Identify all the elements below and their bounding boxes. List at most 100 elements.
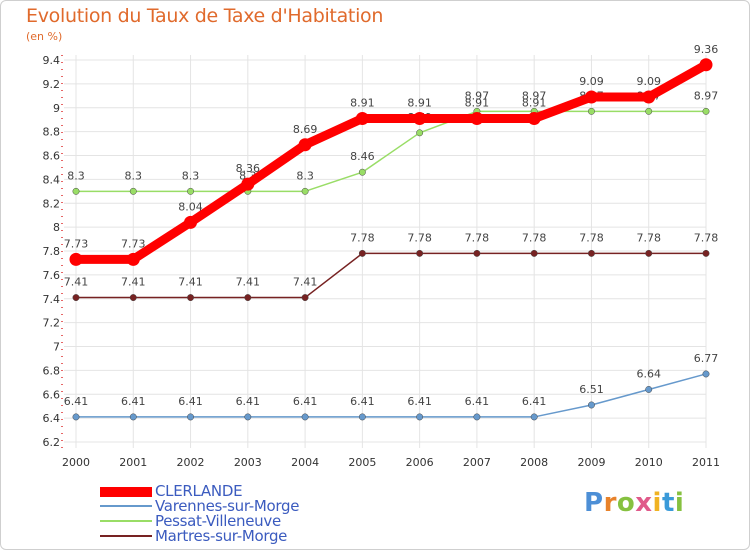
x-tick-label: 2011	[692, 456, 720, 469]
data-label: 6.41	[121, 395, 146, 408]
data-label: 8.69	[293, 123, 318, 136]
data-point	[69, 252, 83, 266]
legend-swatch-clerlande	[100, 487, 152, 497]
x-tick-label: 2006	[406, 456, 434, 469]
data-point	[645, 249, 653, 257]
logo-letter: t	[661, 488, 675, 518]
data-point	[530, 249, 538, 257]
data-point	[530, 413, 538, 421]
data-point	[702, 249, 710, 257]
data-label: 6.41	[64, 395, 89, 408]
data-point	[588, 401, 595, 409]
x-tick-label: 2003	[234, 456, 262, 469]
data-point	[645, 386, 653, 393]
data-label: 7.78	[407, 231, 432, 244]
data-label: 7.41	[178, 276, 203, 289]
chart-title: Evolution du Taux de Taxe d'Habitation	[26, 5, 384, 27]
chart-unit: (en %)	[26, 30, 63, 43]
data-point	[473, 413, 481, 421]
data-point	[413, 111, 427, 125]
data-point	[187, 413, 194, 421]
data-point	[645, 107, 653, 115]
series-line	[75, 110, 707, 193]
y-tick-label: 6.4	[43, 412, 61, 425]
data-label: 9.09	[579, 75, 604, 88]
data-label: 6.41	[178, 395, 203, 408]
data-point	[702, 107, 710, 115]
legend-label-martres: Martres-sur-Morge	[155, 527, 288, 545]
data-point	[358, 168, 366, 176]
data-label: 7.41	[293, 276, 318, 289]
y-tick-label: 6.6	[43, 388, 61, 401]
y-tick-label: 9	[53, 102, 60, 115]
data-point	[129, 294, 137, 302]
data-label: 7.41	[121, 276, 146, 289]
data-point	[301, 413, 309, 421]
data-label: 8.91	[407, 96, 432, 109]
data-label: 7.78	[636, 231, 661, 244]
data-label: 7.78	[465, 231, 490, 244]
data-label: 7.78	[522, 231, 547, 244]
data-label: 6.51	[579, 383, 604, 396]
data-label: 7.78	[694, 231, 719, 244]
data-point	[473, 249, 481, 257]
data-point	[184, 215, 198, 229]
data-point	[527, 111, 541, 125]
y-tick-label: 7	[53, 341, 60, 354]
data-label: 8.97	[694, 89, 719, 102]
y-tick-label: 6.8	[43, 364, 61, 377]
y-tick-label: 9.2	[43, 78, 61, 91]
data-point	[301, 294, 309, 302]
data-label: 7.41	[236, 276, 261, 289]
data-point	[244, 413, 252, 421]
data-label: 7.73	[121, 237, 146, 250]
x-tick-label: 2009	[577, 456, 605, 469]
x-tick-label: 2005	[348, 456, 376, 469]
legend-swatch-pessat	[100, 520, 152, 522]
data-label: 6.41	[465, 395, 490, 408]
y-tick-label: 7.2	[43, 317, 61, 330]
x-tick-label: 2007	[463, 456, 491, 469]
data-label: 6.41	[236, 395, 261, 408]
logo-letter: o	[616, 488, 636, 518]
data-point	[470, 111, 484, 125]
data-label: 8.3	[182, 169, 200, 182]
data-label: 7.78	[579, 231, 604, 244]
data-point	[129, 187, 137, 195]
x-tick-label: 2002	[177, 456, 205, 469]
data-point	[358, 413, 366, 421]
logo-letter: i	[674, 488, 685, 518]
data-point	[241, 177, 255, 191]
data-point	[588, 249, 595, 257]
series-line	[75, 373, 707, 418]
data-label: 6.41	[293, 395, 318, 408]
x-tick-label: 2000	[62, 456, 90, 469]
logo-letter: x	[635, 488, 653, 518]
data-label: 8.91	[350, 96, 375, 109]
legend-swatch-martres	[100, 535, 152, 537]
data-label: 8.3	[125, 169, 143, 182]
data-point	[72, 413, 80, 421]
data-point	[642, 90, 656, 104]
data-point	[416, 413, 424, 421]
data-label: 8.36	[236, 162, 261, 175]
logo-letter: i	[652, 488, 662, 518]
y-tick-label: 9.4	[43, 54, 61, 67]
logo-letter: P	[584, 488, 604, 518]
data-point	[301, 187, 309, 195]
data-label: 6.41	[407, 395, 432, 408]
data-point	[126, 252, 140, 266]
data-label: 8.04	[178, 200, 203, 213]
proxiti-logo: Proxiti	[584, 488, 684, 518]
data-point	[244, 294, 252, 302]
data-point	[699, 58, 713, 72]
data-label: 8.46	[350, 150, 375, 163]
data-point	[187, 187, 194, 195]
legend-label-clerlande: CLERLANDE	[155, 482, 243, 500]
legend-label-varennes: Varennes-sur-Morge	[155, 497, 300, 515]
y-tick-label: 8	[53, 221, 60, 234]
data-label: 6.41	[522, 395, 547, 408]
data-point	[72, 187, 80, 195]
data-point	[298, 138, 312, 152]
